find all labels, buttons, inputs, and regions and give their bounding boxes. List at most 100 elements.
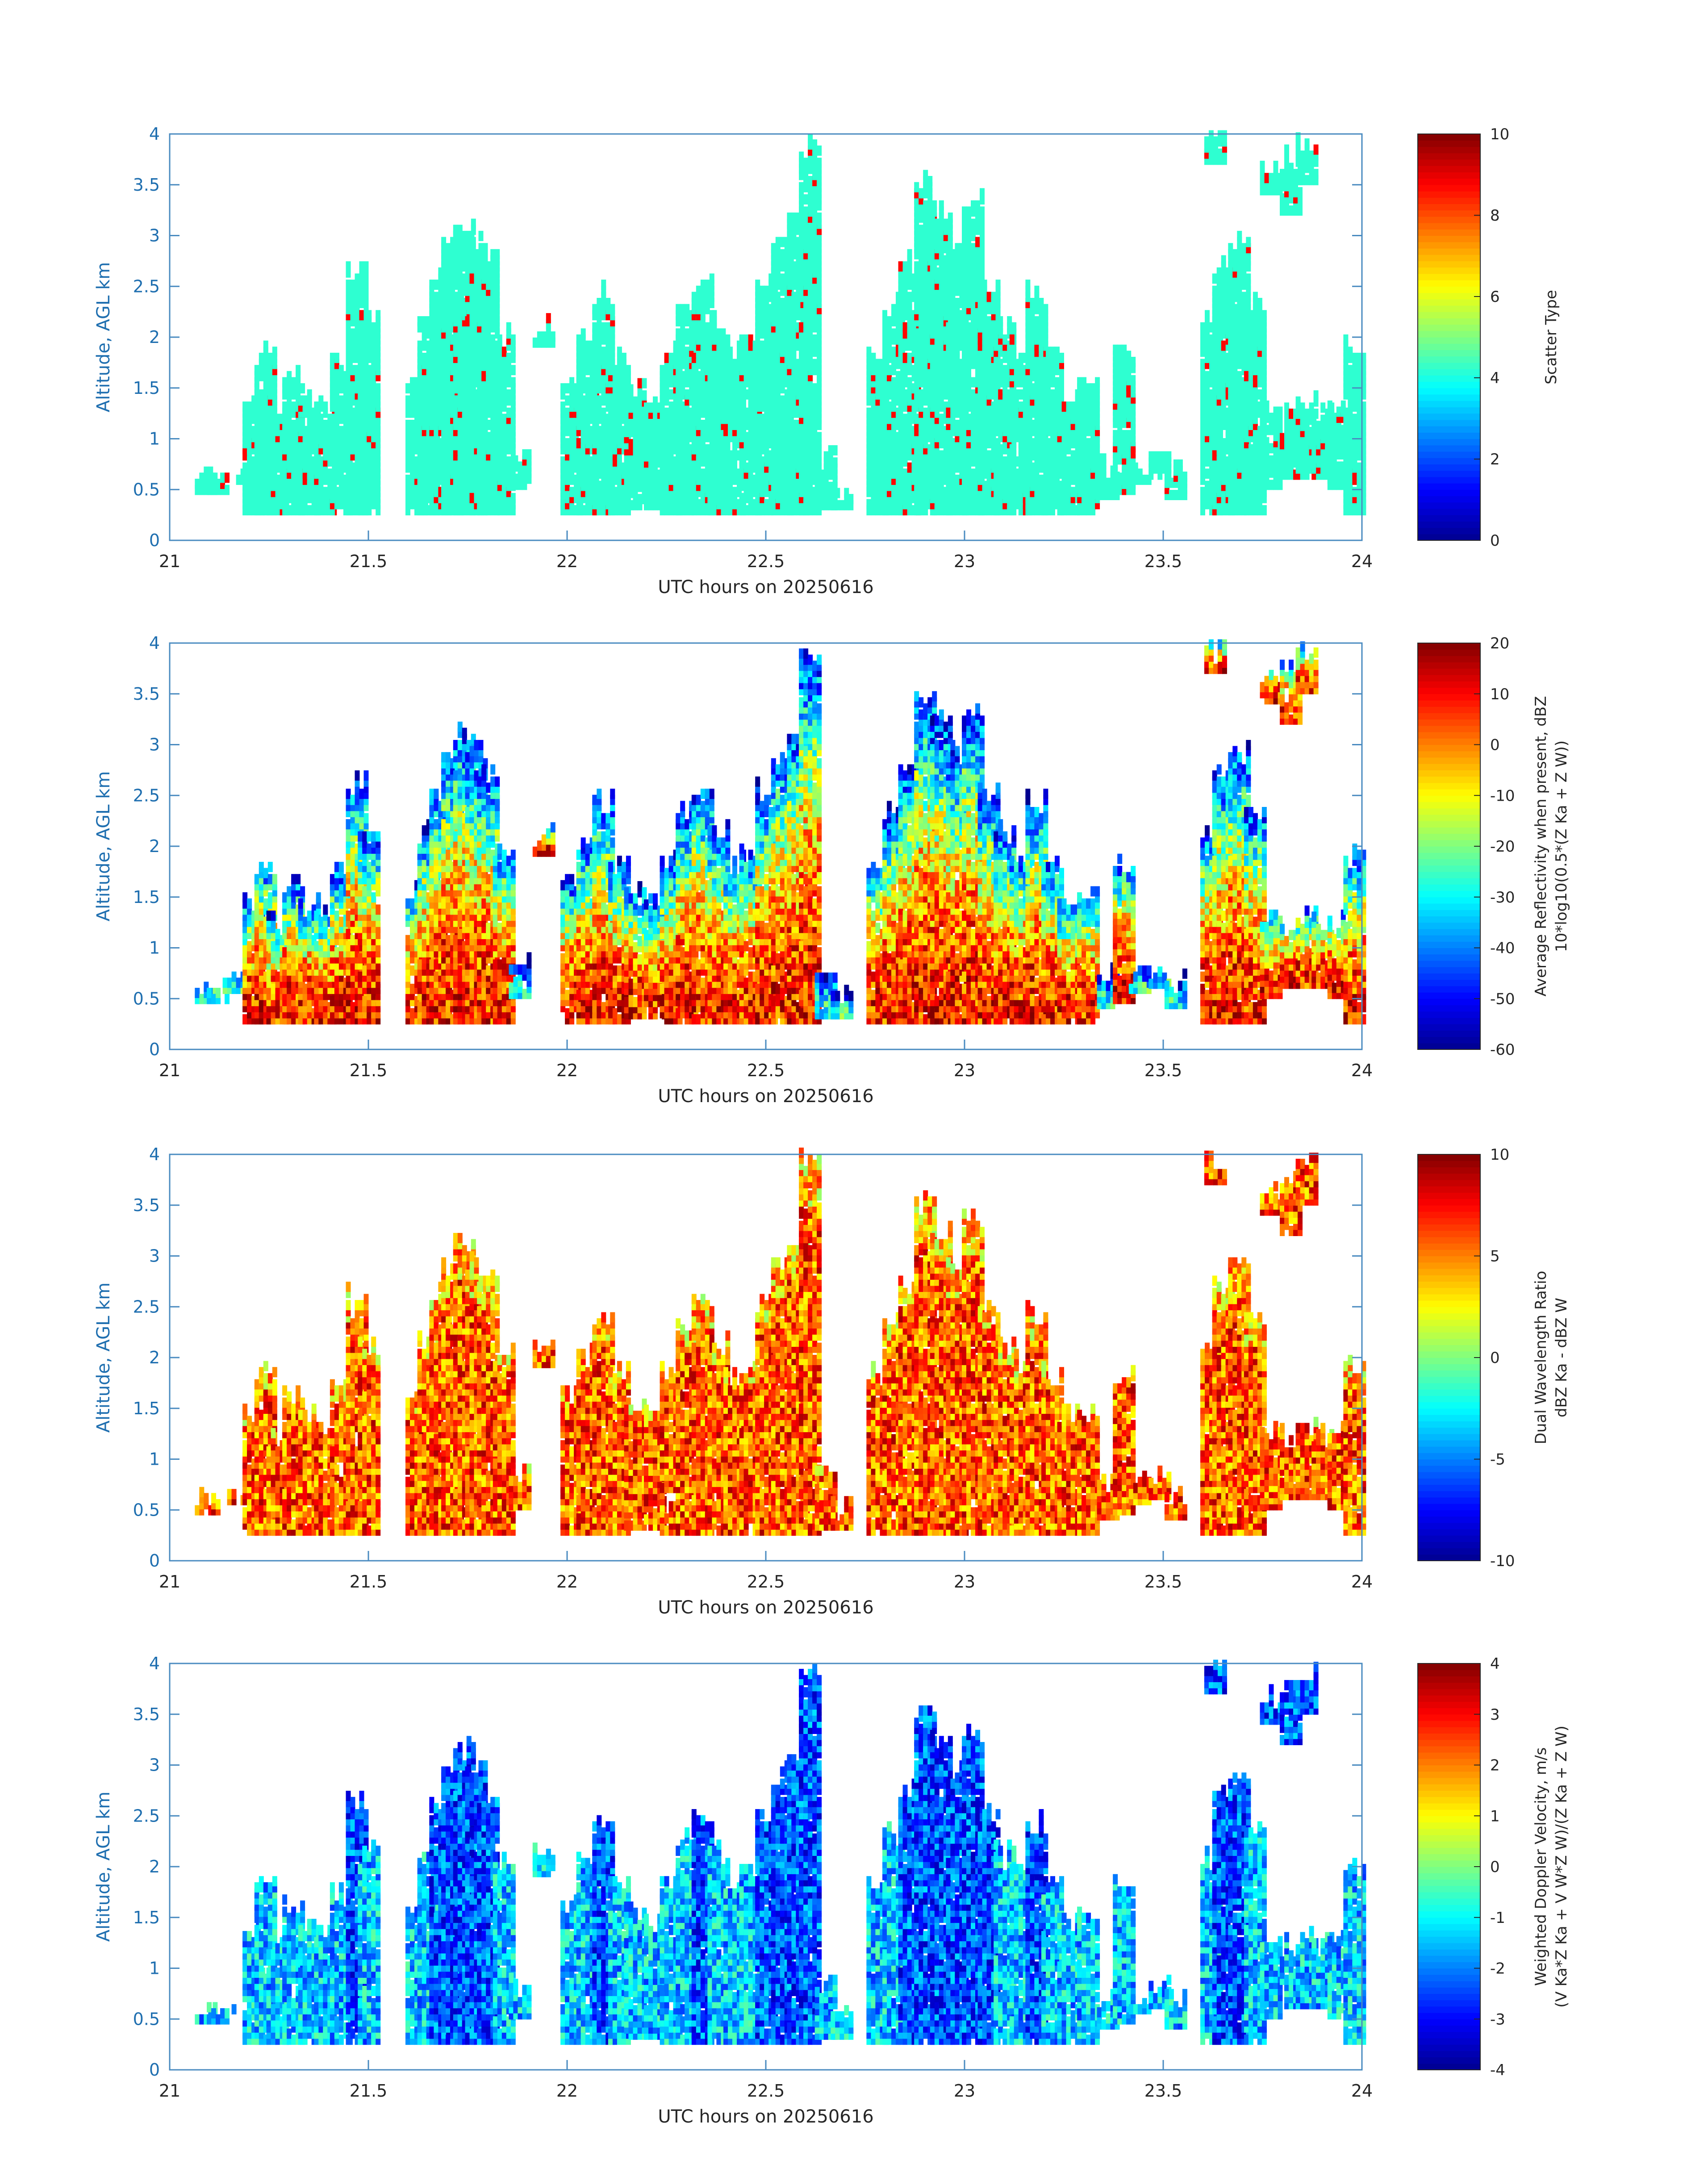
heatmap-cell	[271, 481, 276, 491]
heatmap-cell	[334, 371, 339, 381]
heatmap-cell	[318, 420, 324, 430]
heatmap-cell	[446, 377, 451, 388]
heatmap-cell	[481, 444, 487, 455]
heatmap-cell	[453, 359, 458, 369]
heatmap-cell	[410, 493, 415, 503]
heatmap-cell	[576, 334, 581, 345]
heatmap-cell	[486, 420, 491, 430]
heatmap-cell	[446, 347, 451, 357]
heatmap-cell	[307, 444, 312, 455]
heatmap-cell	[414, 377, 419, 388]
heatmap-cell	[426, 474, 431, 485]
heatmap-cell	[760, 456, 765, 467]
heatmap-cell	[302, 481, 308, 491]
heatmap-cell	[462, 352, 467, 363]
heatmap-cell	[311, 499, 317, 510]
heatmap-cell	[362, 420, 367, 430]
heatmap-cell	[362, 505, 367, 516]
heatmap-cell	[462, 230, 467, 241]
heatmap-cell	[462, 365, 467, 376]
heatmap-cell	[350, 432, 355, 443]
heatmap-cell	[478, 230, 484, 241]
heatmap-cell	[453, 267, 458, 278]
heatmap-cell	[254, 487, 259, 497]
heatmap-cell	[422, 420, 427, 430]
heatmap-cell	[242, 414, 248, 424]
heatmap-cell	[486, 432, 491, 443]
heatmap-cell	[477, 322, 482, 333]
heatmap-cell	[346, 468, 351, 479]
heatmap-cell	[362, 334, 367, 345]
heatmap-cell	[438, 383, 443, 394]
heatmap-cell	[465, 280, 470, 290]
heatmap-cell	[495, 249, 500, 259]
heatmap-cell	[532, 337, 538, 348]
heatmap-cell	[298, 426, 303, 436]
heatmap-cell	[426, 365, 431, 376]
heatmap-cell	[334, 389, 339, 400]
heatmap-cell	[429, 401, 434, 412]
heatmap-cell	[350, 285, 355, 296]
heatmap-cell	[314, 420, 319, 430]
heatmap-cell	[441, 322, 447, 333]
heatmap-cell	[477, 365, 482, 376]
heatmap-cell	[808, 133, 813, 144]
heatmap-cell	[569, 487, 575, 497]
heatmap-cell	[334, 426, 339, 436]
heatmap-cell	[513, 455, 518, 466]
heatmap-cell	[443, 273, 448, 284]
heatmap-cell	[481, 481, 487, 491]
heatmap-cell	[282, 487, 288, 497]
heatmap-cell	[453, 450, 458, 461]
heatmap-cell	[457, 432, 463, 443]
heatmap-cell	[247, 487, 252, 497]
heatmap-cell	[462, 407, 467, 418]
heatmap-cell	[417, 444, 422, 455]
heatmap-cell	[296, 365, 301, 376]
heatmap-cell	[318, 401, 324, 412]
heatmap-cell	[272, 359, 277, 369]
heatmap-cell	[417, 322, 422, 333]
heatmap-cell	[371, 462, 376, 473]
heatmap-cell	[417, 316, 422, 326]
heatmap-cell	[453, 352, 458, 363]
heatmap-cell	[362, 450, 367, 461]
heatmap-cell	[438, 347, 443, 357]
heatmap-cell	[417, 395, 422, 406]
heatmap-cell	[429, 365, 434, 376]
heatmap-cell	[405, 499, 410, 510]
heatmap-cell	[462, 450, 467, 461]
heatmap-cell	[405, 401, 410, 412]
heatmap-cell	[266, 426, 271, 436]
heatmap-cell	[287, 432, 292, 443]
heatmap-cell	[434, 487, 439, 497]
heatmap-cell	[438, 316, 443, 326]
heatmap-cell	[327, 420, 333, 430]
heatmap-cell	[367, 450, 372, 461]
heatmap-cell	[462, 243, 467, 254]
heatmap-cell	[626, 365, 631, 376]
heatmap-cell	[367, 365, 372, 376]
heatmap-cell	[280, 432, 285, 443]
heatmap-cell	[323, 499, 328, 510]
heatmap-cell	[254, 389, 259, 400]
heatmap-cell	[371, 426, 376, 436]
heatmap-cell	[332, 407, 337, 418]
heatmap-cell	[453, 249, 458, 259]
heatmap-cell	[453, 243, 458, 254]
heatmap-cell	[346, 395, 351, 406]
heatmap-cell	[457, 426, 463, 436]
heatmap-cell	[323, 505, 328, 516]
heatmap-cell	[462, 462, 467, 473]
heatmap-cell	[376, 371, 381, 381]
heatmap-cell	[287, 493, 292, 503]
heatmap-cell	[462, 328, 467, 339]
heatmap-cell	[263, 487, 268, 497]
heatmap-cell	[410, 395, 415, 406]
heatmap-cell	[446, 383, 451, 394]
heatmap-cell	[775, 292, 781, 302]
heatmap-cell	[438, 493, 443, 503]
heatmap-cell	[465, 420, 470, 430]
heatmap-cell	[426, 432, 431, 443]
heatmap-cell	[300, 414, 305, 424]
